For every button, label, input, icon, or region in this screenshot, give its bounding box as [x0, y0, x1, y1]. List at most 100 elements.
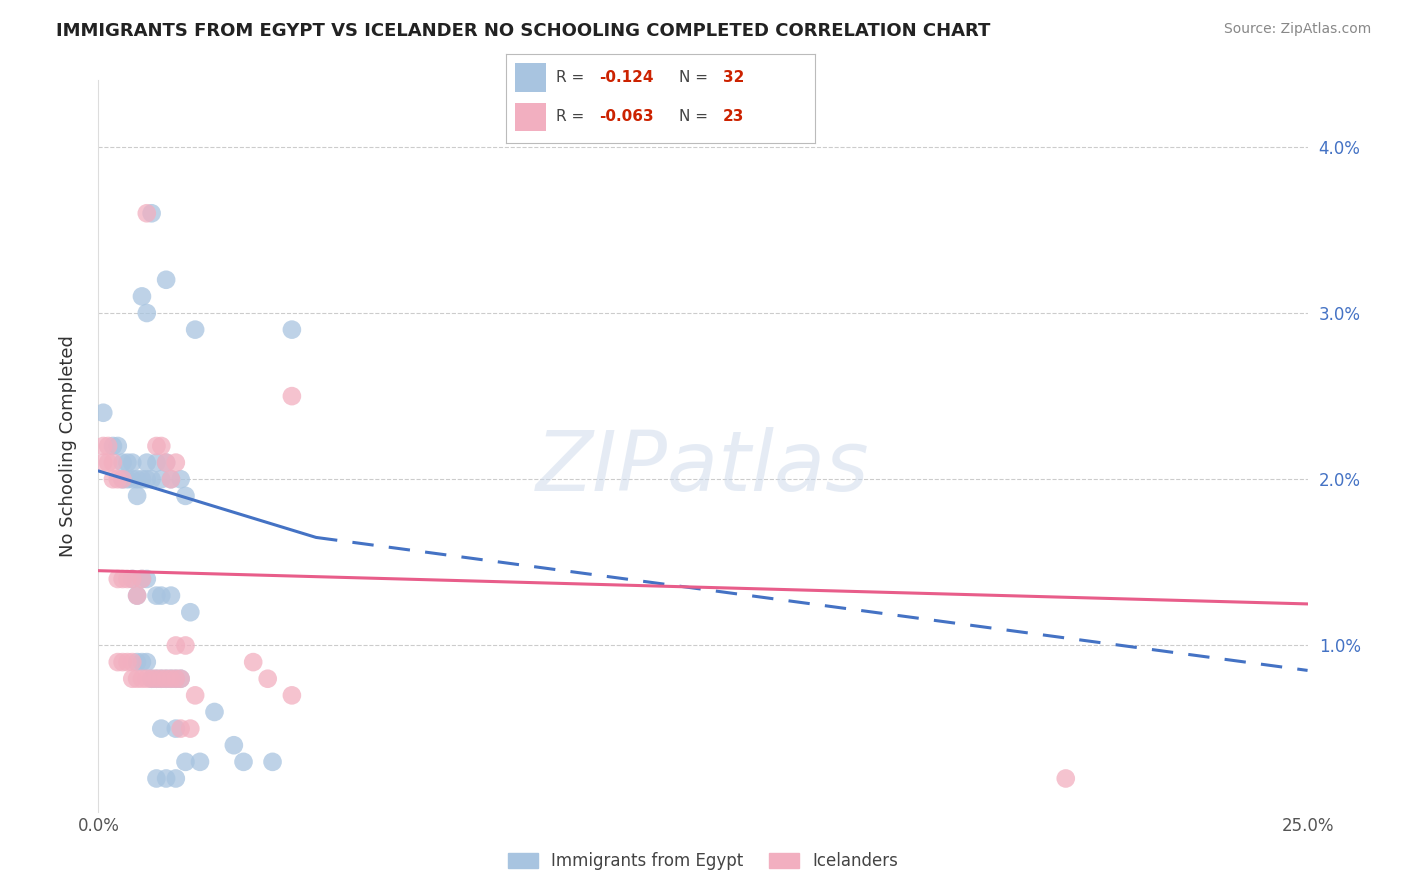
Point: [165, 672, 187, 686]
Point: [165, 722, 187, 736]
Text: Source: ZipAtlas.com: Source: ZipAtlas.com: [1223, 22, 1371, 37]
Point: [141, 472, 163, 486]
Text: -0.124: -0.124: [599, 70, 654, 85]
Bar: [516, 103, 547, 131]
Text: -0.063: -0.063: [599, 110, 654, 124]
Point: [174, 755, 197, 769]
Point: [107, 655, 129, 669]
Point: [127, 489, 149, 503]
Point: [188, 755, 211, 769]
Point: [121, 672, 143, 686]
Point: [97, 456, 120, 470]
Point: [281, 323, 304, 337]
Point: [256, 672, 278, 686]
Text: 32: 32: [723, 70, 744, 85]
Point: [117, 655, 139, 669]
Point: [135, 655, 157, 669]
Point: [145, 589, 167, 603]
Point: [150, 589, 173, 603]
Point: [155, 772, 177, 786]
Point: [107, 572, 129, 586]
Y-axis label: No Schooling Completed: No Schooling Completed: [59, 335, 77, 557]
Text: IMMIGRANTS FROM EGYPT VS ICELANDER NO SCHOOLING COMPLETED CORRELATION CHART: IMMIGRANTS FROM EGYPT VS ICELANDER NO SC…: [56, 22, 991, 40]
Point: [135, 306, 157, 320]
Point: [1054, 772, 1077, 786]
Point: [117, 472, 139, 486]
Point: [165, 456, 187, 470]
Point: [141, 206, 163, 220]
Point: [160, 672, 183, 686]
Point: [155, 456, 177, 470]
Point: [150, 672, 173, 686]
Point: [145, 672, 167, 686]
Point: [135, 672, 157, 686]
Point: [155, 672, 177, 686]
Point: [91, 456, 114, 470]
Point: [155, 456, 177, 470]
Point: [121, 655, 143, 669]
Point: [111, 572, 134, 586]
Point: [111, 655, 134, 669]
Point: [111, 472, 134, 486]
Point: [262, 755, 284, 769]
Point: [145, 439, 167, 453]
Point: [97, 439, 120, 453]
Point: [101, 439, 124, 453]
Point: [127, 589, 149, 603]
Point: [131, 655, 153, 669]
Point: [145, 456, 167, 470]
Point: [281, 689, 304, 703]
Point: [131, 289, 153, 303]
Point: [222, 738, 245, 752]
Point: [135, 472, 157, 486]
Point: [131, 572, 153, 586]
Point: [150, 472, 173, 486]
Point: [135, 572, 157, 586]
Point: [135, 456, 157, 470]
Legend: Immigrants from Egypt, Icelanders: Immigrants from Egypt, Icelanders: [502, 846, 904, 877]
Text: ZIPatlas: ZIPatlas: [536, 427, 870, 508]
Point: [117, 456, 139, 470]
Point: [174, 489, 197, 503]
Text: N =: N =: [679, 110, 709, 124]
Point: [145, 772, 167, 786]
Point: [160, 589, 183, 603]
Point: [155, 672, 177, 686]
Point: [131, 572, 153, 586]
Point: [150, 439, 173, 453]
Point: [174, 639, 197, 653]
Point: [101, 456, 124, 470]
Point: [141, 672, 163, 686]
Point: [232, 755, 254, 769]
Point: [117, 572, 139, 586]
Point: [281, 389, 304, 403]
Point: [242, 655, 264, 669]
Point: [165, 672, 187, 686]
Point: [121, 472, 143, 486]
Point: [169, 672, 191, 686]
Point: [165, 639, 187, 653]
Point: [131, 672, 153, 686]
Point: [184, 323, 207, 337]
Point: [121, 572, 143, 586]
Point: [150, 722, 173, 736]
Point: [179, 722, 201, 736]
Point: [160, 472, 183, 486]
Point: [155, 273, 177, 287]
Point: [141, 672, 163, 686]
Point: [169, 672, 191, 686]
Point: [165, 772, 187, 786]
Point: [121, 572, 143, 586]
Point: [179, 605, 201, 619]
Point: [169, 722, 191, 736]
Point: [127, 655, 149, 669]
Point: [127, 589, 149, 603]
Bar: [516, 63, 547, 92]
Point: [145, 672, 167, 686]
Point: [111, 456, 134, 470]
Point: [91, 406, 114, 420]
Text: R =: R =: [555, 70, 583, 85]
Text: 23: 23: [723, 110, 744, 124]
Point: [111, 472, 134, 486]
Point: [107, 439, 129, 453]
